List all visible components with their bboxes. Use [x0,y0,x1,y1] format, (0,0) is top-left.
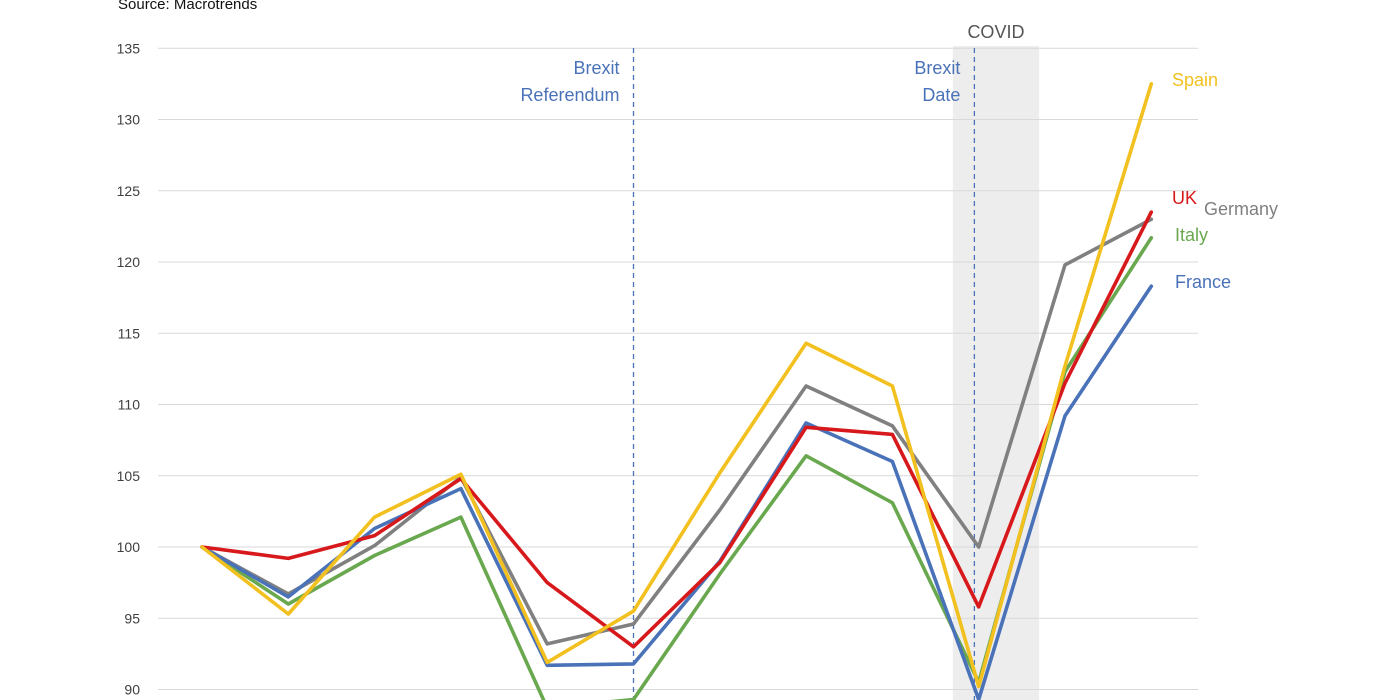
source-note: Source: Macrotrends [118,0,258,13]
annotation-label-brexit-referendum: Brexit [573,58,619,78]
series-line-spain [200,82,1154,689]
event-annotations: Brexit Referendum Brexit Date [520,48,976,700]
annotation-label-brexit-referendum: Referendum [520,85,619,105]
y-tick-label: 125 [117,183,141,199]
y-tick-label: 130 [117,112,141,128]
y-tick-label: 115 [118,325,141,341]
series-lines [200,82,1154,700]
series-line-germany [200,217,1154,646]
series-labels: UK Germany France Italy Spain [1172,70,1278,292]
gridlines [158,47,1198,690]
covid-band [952,46,1040,700]
series-label-italy: Italy [1175,225,1208,245]
y-tick-label: 105 [117,468,141,484]
series-line-uk [200,210,1154,649]
covid-label: COVID [967,22,1024,42]
series-label-uk: UK [1172,188,1197,208]
y-tick-label: 120 [117,254,141,270]
y-tick-label: 100 [117,539,141,555]
series-label-germany: Germany [1204,199,1278,219]
y-tick-label: 90 [124,682,140,698]
series-label-spain: Spain [1172,70,1218,90]
y-tick-label: 135 [117,40,141,56]
covid-shaded-region: COVID [952,22,1040,700]
annotation-label-brexit-date: Date [922,85,960,105]
y-tick-label: 110 [118,397,141,413]
y-tick-label: 95 [124,610,140,626]
annotation-label-brexit-date: Brexit [914,58,960,78]
y-axis-tick-labels: 90 95 100 105 110 115 120 125 130 135 [117,40,141,697]
series-label-france: France [1175,272,1231,292]
